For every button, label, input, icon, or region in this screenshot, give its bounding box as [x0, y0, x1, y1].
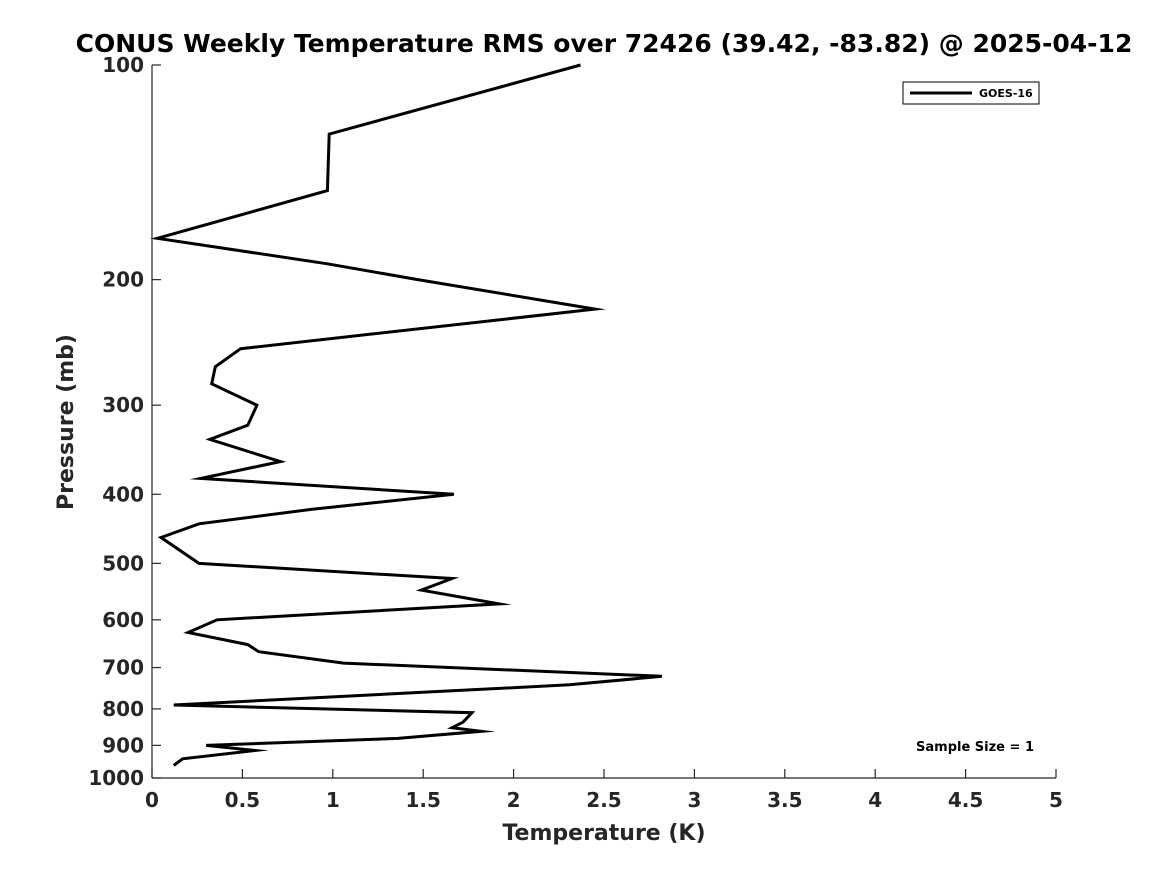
x-axis-ticks: 0 0.5 1 1.5 2 2.5 3 3.5 4 4.5 5 [145, 769, 1063, 812]
x-tick-label: 0 [145, 788, 159, 812]
x-tick-label: 1.5 [405, 788, 440, 812]
series-line-goes-16 [150, 63, 663, 767]
y-tick-label: 100 [102, 53, 144, 77]
x-axis-label: Temperature (K) [502, 821, 705, 846]
legend: GOES-16 [902, 81, 1040, 105]
y-axis-ticks: 100 200 300 400 500 600 700 800 900 1000 [88, 53, 161, 790]
y-tick-label: 1000 [88, 766, 144, 790]
y-tick-label: 700 [102, 656, 144, 680]
x-tick-label: 3 [687, 788, 701, 812]
x-tick-label: 2.5 [586, 788, 621, 812]
x-tick-label: 4 [868, 788, 882, 812]
x-tick-label: 1 [326, 788, 340, 812]
y-tick-label: 300 [102, 393, 144, 417]
x-tick-label: 3.5 [767, 788, 802, 812]
sample-size-annotation: Sample Size = 1 [916, 740, 1034, 755]
y-tick-label: 200 [102, 268, 144, 292]
y-tick-label: 400 [102, 482, 144, 506]
series-layer [150, 63, 663, 767]
y-tick-label: 800 [102, 697, 144, 721]
y-tick-label: 500 [102, 551, 144, 575]
chart-title: CONUS Weekly Temperature RMS over 72426 … [76, 29, 1133, 58]
y-tick-label: 900 [102, 733, 144, 757]
y-tick-label: 600 [102, 608, 144, 632]
x-tick-label: 5 [1049, 788, 1063, 812]
x-tick-label: 0.5 [225, 788, 260, 812]
x-tick-label: 4.5 [948, 788, 983, 812]
legend-label-goes-16: GOES-16 [979, 87, 1033, 100]
y-axis-label: Pressure (mb) [54, 334, 79, 510]
x-tick-label: 2 [507, 788, 521, 812]
